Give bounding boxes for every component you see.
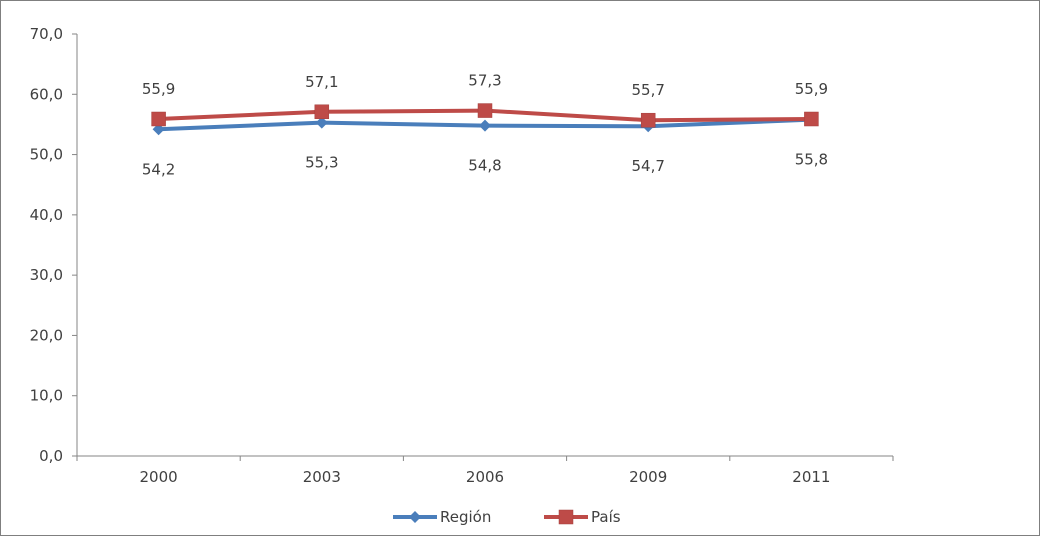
- y-tick-label: 40,0: [30, 206, 63, 224]
- data-label-region: 54,7: [631, 157, 664, 175]
- data-label-pais: 57,1: [305, 73, 338, 91]
- y-tick-label: 50,0: [30, 146, 63, 164]
- legend-marker-pais: [558, 509, 574, 525]
- point-region: [315, 116, 328, 129]
- y-tick-label: 10,0: [30, 387, 63, 405]
- x-tick-label: 2006: [466, 468, 504, 486]
- y-tick-label: 30,0: [30, 266, 63, 284]
- x-tick-label: 2003: [303, 468, 341, 486]
- x-axis-ticks: 2000 2003 2006 2009 2011: [76, 456, 894, 486]
- point-region: [152, 123, 165, 136]
- data-labels: 54,2 55,3 54,8 54,7 55,8 55,9 57,1 57,3 55,7 55,9: [142, 72, 828, 179]
- data-label-region: 55,3: [305, 154, 338, 172]
- data-label-region: 55,8: [795, 151, 828, 169]
- point-pais: [477, 103, 493, 118]
- legend-label-pais: País: [591, 508, 621, 526]
- x-tick-label: 2011: [792, 468, 830, 486]
- data-label-region: 54,8: [468, 157, 501, 175]
- point-pais: [151, 111, 166, 127]
- y-axis-ticks: 0,0 10,0 20,0 30,0 40,0 50,0 60,0 70,0: [30, 25, 77, 465]
- x-tick-label: 2009: [629, 468, 667, 486]
- chart-axes: [76, 34, 893, 457]
- point-pais: [314, 104, 330, 120]
- y-tick-label: 0,0: [39, 447, 63, 465]
- data-label-region: 54,2: [142, 160, 175, 178]
- data-label-pais: 57,3: [468, 72, 501, 90]
- y-tick-label: 20,0: [30, 326, 63, 344]
- data-label-pais: 55,9: [142, 80, 175, 98]
- x-tick-label: 2000: [140, 468, 178, 486]
- data-label-pais: 55,7: [631, 81, 664, 99]
- y-tick-label: 70,0: [30, 25, 63, 43]
- legend-label-region: Región: [440, 508, 491, 526]
- point-region: [479, 119, 491, 132]
- y-tick-label: 60,0: [30, 85, 63, 103]
- legend: Región País: [393, 508, 621, 526]
- data-label-pais: 55,9: [795, 80, 828, 98]
- series-layer: [151, 103, 819, 136]
- point-pais: [804, 111, 819, 127]
- legend-marker-region: [409, 511, 421, 523]
- point-pais: [640, 112, 656, 128]
